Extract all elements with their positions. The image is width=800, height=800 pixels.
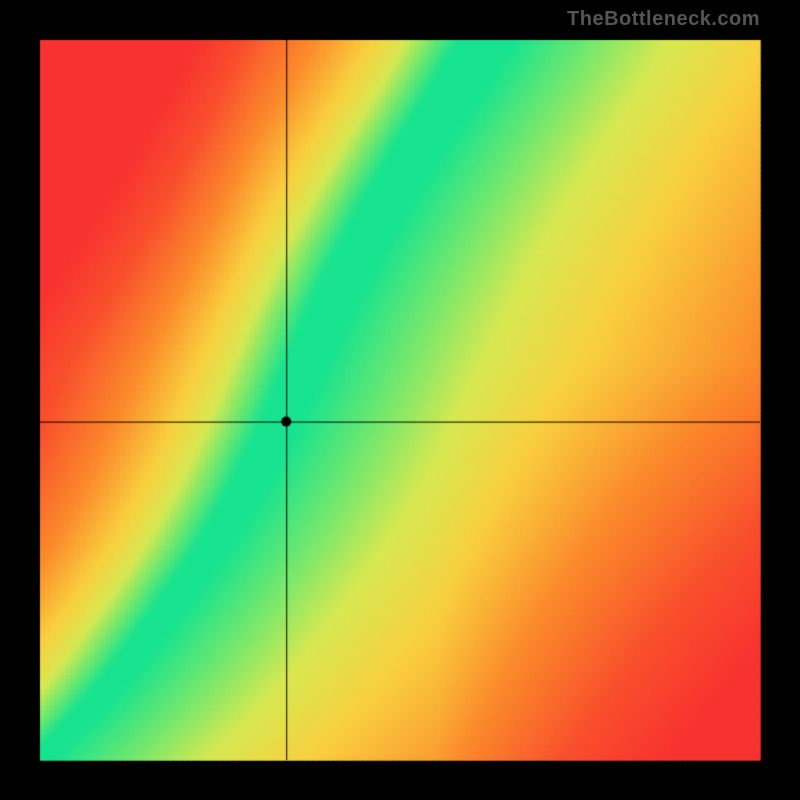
bottleneck-heatmap (0, 0, 800, 800)
watermark-text: TheBottleneck.com (567, 8, 760, 31)
